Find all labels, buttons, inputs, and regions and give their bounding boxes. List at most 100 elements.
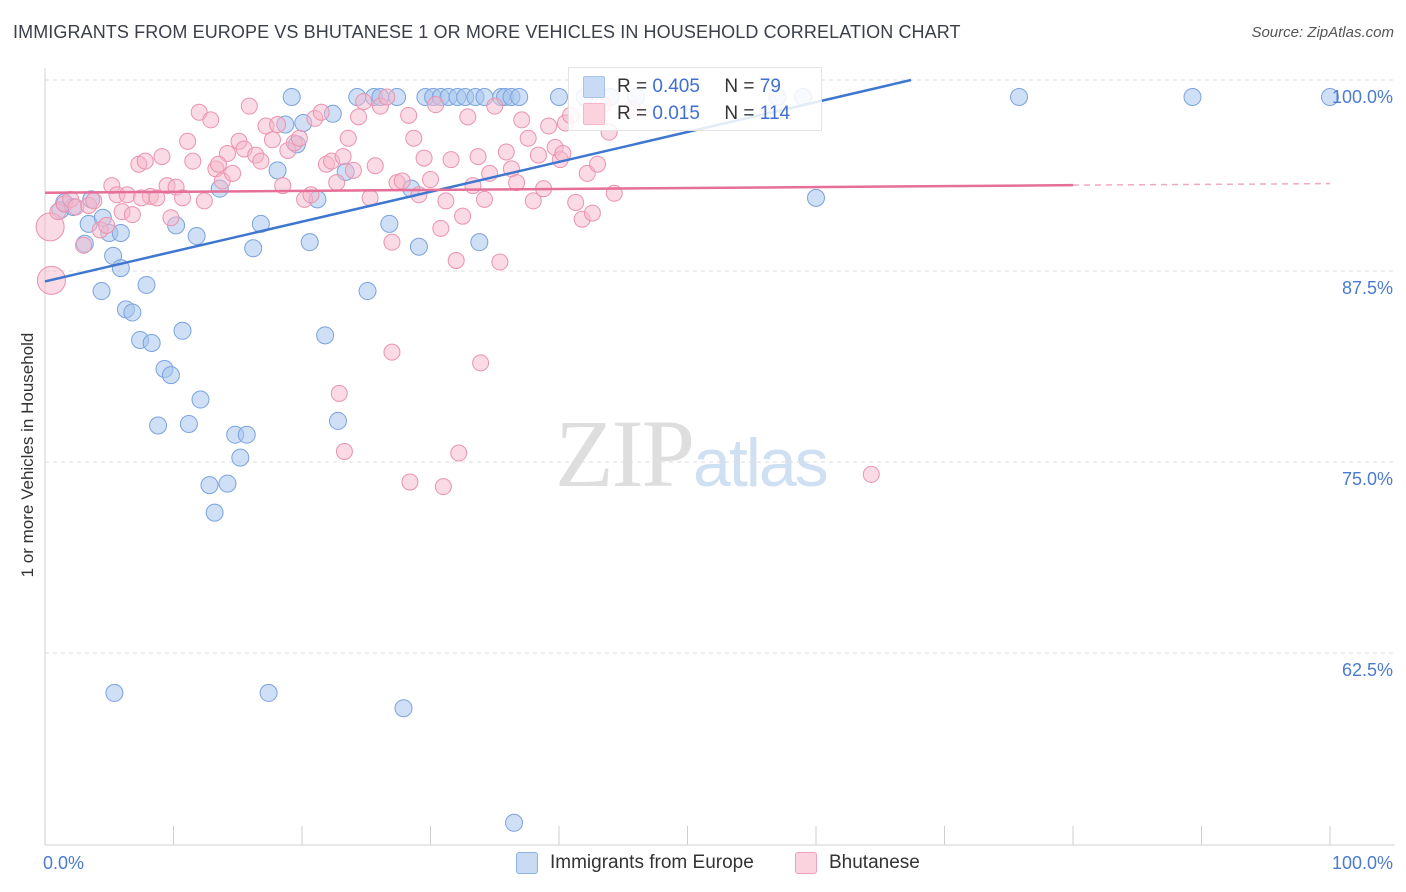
data-point-bhutanese [583,204,601,222]
data-point-bhutanese [513,111,531,129]
data-point-europe [505,813,524,832]
data-point-bhutanese [405,129,423,147]
data-point-europe [123,303,142,322]
data-point-bhutanese [136,152,154,170]
data-point-europe [111,223,130,242]
stats-r-value: 0.405 [652,76,700,97]
x-tick-label: 0.0% [43,853,84,873]
data-point-bhutanese [508,174,526,192]
data-point-bhutanese [269,116,287,134]
watermark-zip: ZIP [555,400,695,507]
stats-n-value: 79 [759,76,781,97]
data-point-europe [807,188,825,207]
legend-item-europe[interactable]: Immigrants from Europe [516,852,754,874]
axes [44,68,1395,846]
stats-row-europe: R = 0.405 N = 79 [583,74,781,100]
data-point-bhutanese [519,129,537,147]
data-point-bhutanese [524,192,542,210]
data-point-bhutanese [195,192,213,210]
data-point-europe [105,683,124,702]
data-point-europe [244,239,263,258]
data-point-bhutanese [123,206,141,224]
data-point-bhutanese [263,131,281,149]
data-point-europe [187,227,206,246]
data-point-europe [92,282,111,301]
data-point-europe [200,476,219,495]
data-point-europe [380,214,399,233]
watermark-atlas: atlas [693,425,829,501]
trend-line-bhutanese [44,183,1074,195]
data-point-bhutanese [209,155,227,173]
stats-n-label: N = [724,103,755,124]
data-point-bhutanese [434,478,452,496]
stats-n-value: 114 [759,103,791,124]
data-point-bhutanese [383,233,401,251]
x-tick-label: 100.0% [1332,853,1393,873]
data-point-bhutanese [252,152,270,170]
data-point-bhutanese [415,149,433,167]
data-point-bhutanese [862,465,880,483]
data-point-bhutanese [334,148,352,166]
data-point-bhutanese [312,103,330,121]
data-point-europe [409,237,428,256]
trend-line-bhutanese-extension [1072,182,1331,186]
data-point-bhutanese [75,236,93,254]
data-point-bhutanese [589,155,607,173]
data-point-europe [218,474,237,493]
stats-r-value: 0.015 [652,103,700,124]
legend-item-bhutanese[interactable]: Bhutanese [795,852,920,874]
stats-r-label: R = [617,76,648,97]
stats-n-label: N = [724,76,755,97]
data-point-bhutanese [472,354,490,372]
data-point-europe [1010,88,1029,106]
data-point-bhutanese [540,117,558,135]
data-point-europe [510,88,529,106]
legend-label-europe: Immigrants from Europe [550,852,754,873]
data-point-europe [1183,88,1202,106]
data-point-bhutanese [85,192,103,210]
data-point-bhutanese [469,148,487,166]
data-point-bhutanese [118,186,136,204]
data-point-europe [231,448,250,467]
data-point-bhutanese [98,216,116,234]
data-point-bhutanese [378,88,396,106]
y-tick-label: 62.5% [1342,660,1393,680]
data-point-europe [300,233,319,252]
data-point-bhutanese [393,172,411,190]
data-point-bhutanese [475,190,493,208]
data-point-europe [1321,88,1339,106]
data-point-bhutanese [497,143,515,161]
data-point-bhutanese [184,152,202,170]
data-point-bhutanese [400,106,418,124]
data-point-bhutanese [401,473,419,491]
stats-swatch-bhutanese [583,103,605,125]
data-point-europe [205,503,224,522]
data-point-europe [137,275,156,294]
data-point-europe [237,425,256,444]
data-point-bhutanese [290,129,308,147]
data-point-bhutanese [224,164,242,182]
stats-swatch-europe [583,76,605,98]
data-point-bhutanese [344,161,362,179]
data-point-europe [328,411,347,430]
data-point-bhutanese [330,384,348,402]
data-point-europe [358,282,377,301]
stats-legend: R = 0.405 N = 79 R = 0.015 N = 114 [568,67,822,131]
data-point-bhutanese [432,219,450,237]
data-point-bhutanese [335,442,353,460]
watermark: ZIPatlas [555,398,829,509]
data-point-bhutanese [302,186,320,204]
data-point-bhutanese [179,132,197,150]
data-point-bhutanese [450,444,468,462]
data-point-bhutanese [162,209,180,227]
source-label: Source: ZipAtlas.com [1251,24,1394,41]
series-immigrants-from-europe [51,88,1339,832]
legend-swatch-bhutanese [795,852,817,874]
data-point-bhutanese [442,151,460,169]
y-tick-label: 87.5% [1342,278,1393,298]
data-point-europe [394,699,413,718]
data-point-bhutanese [153,148,171,166]
legend-label-bhutanese: Bhutanese [829,852,920,873]
data-point-europe [470,233,489,252]
